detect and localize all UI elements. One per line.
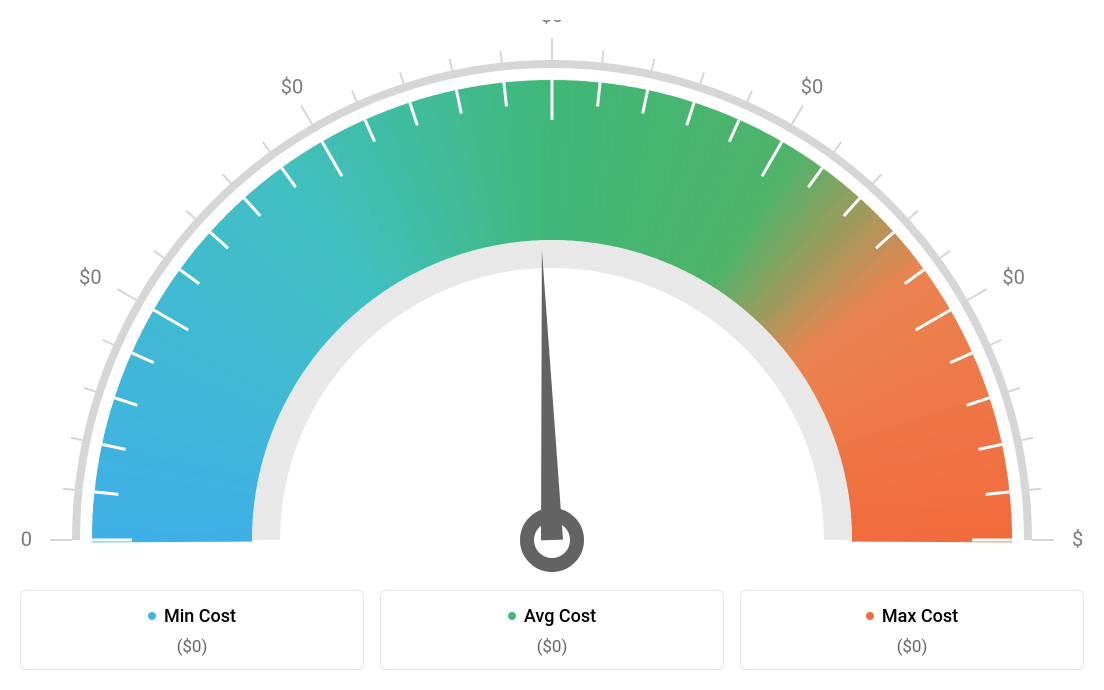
- cost-gauge-chart: $0 $0 $0 $0 $0 $0 $0 Min Cost ($0) Avg Cost ($…: [20, 20, 1084, 670]
- legend-title-avg: Avg Cost: [508, 606, 596, 627]
- legend-label-min: Min Cost: [164, 606, 236, 627]
- svg-text:$0: $0: [281, 75, 303, 99]
- svg-text:$0: $0: [20, 527, 32, 551]
- legend-value-avg: ($0): [391, 637, 713, 657]
- legend-title-min: Min Cost: [148, 606, 236, 627]
- legend-card-avg: Avg Cost ($0): [380, 590, 724, 670]
- legend-dot-avg: [508, 612, 516, 620]
- legend-value-max: ($0): [751, 637, 1073, 657]
- svg-text:$0: $0: [541, 20, 563, 27]
- legend-card-max: Max Cost ($0): [740, 590, 1084, 670]
- legend-title-max: Max Cost: [866, 606, 958, 627]
- gauge-svg: $0 $0 $0 $0 $0 $0 $0: [20, 20, 1084, 580]
- svg-text:$0: $0: [1002, 265, 1024, 289]
- legend-value-min: ($0): [31, 637, 353, 657]
- legend-label-avg: Avg Cost: [524, 606, 596, 627]
- legend-label-max: Max Cost: [882, 606, 958, 627]
- legend-dot-min: [148, 612, 156, 620]
- legend-dot-max: [866, 612, 874, 620]
- legend-row: Min Cost ($0) Avg Cost ($0) Max Cost ($0…: [20, 590, 1084, 670]
- svg-text:$0: $0: [801, 75, 823, 99]
- legend-card-min: Min Cost ($0): [20, 590, 364, 670]
- svg-text:$0: $0: [1072, 527, 1084, 551]
- svg-text:$0: $0: [79, 265, 101, 289]
- gauge-area: $0 $0 $0 $0 $0 $0 $0: [20, 20, 1084, 580]
